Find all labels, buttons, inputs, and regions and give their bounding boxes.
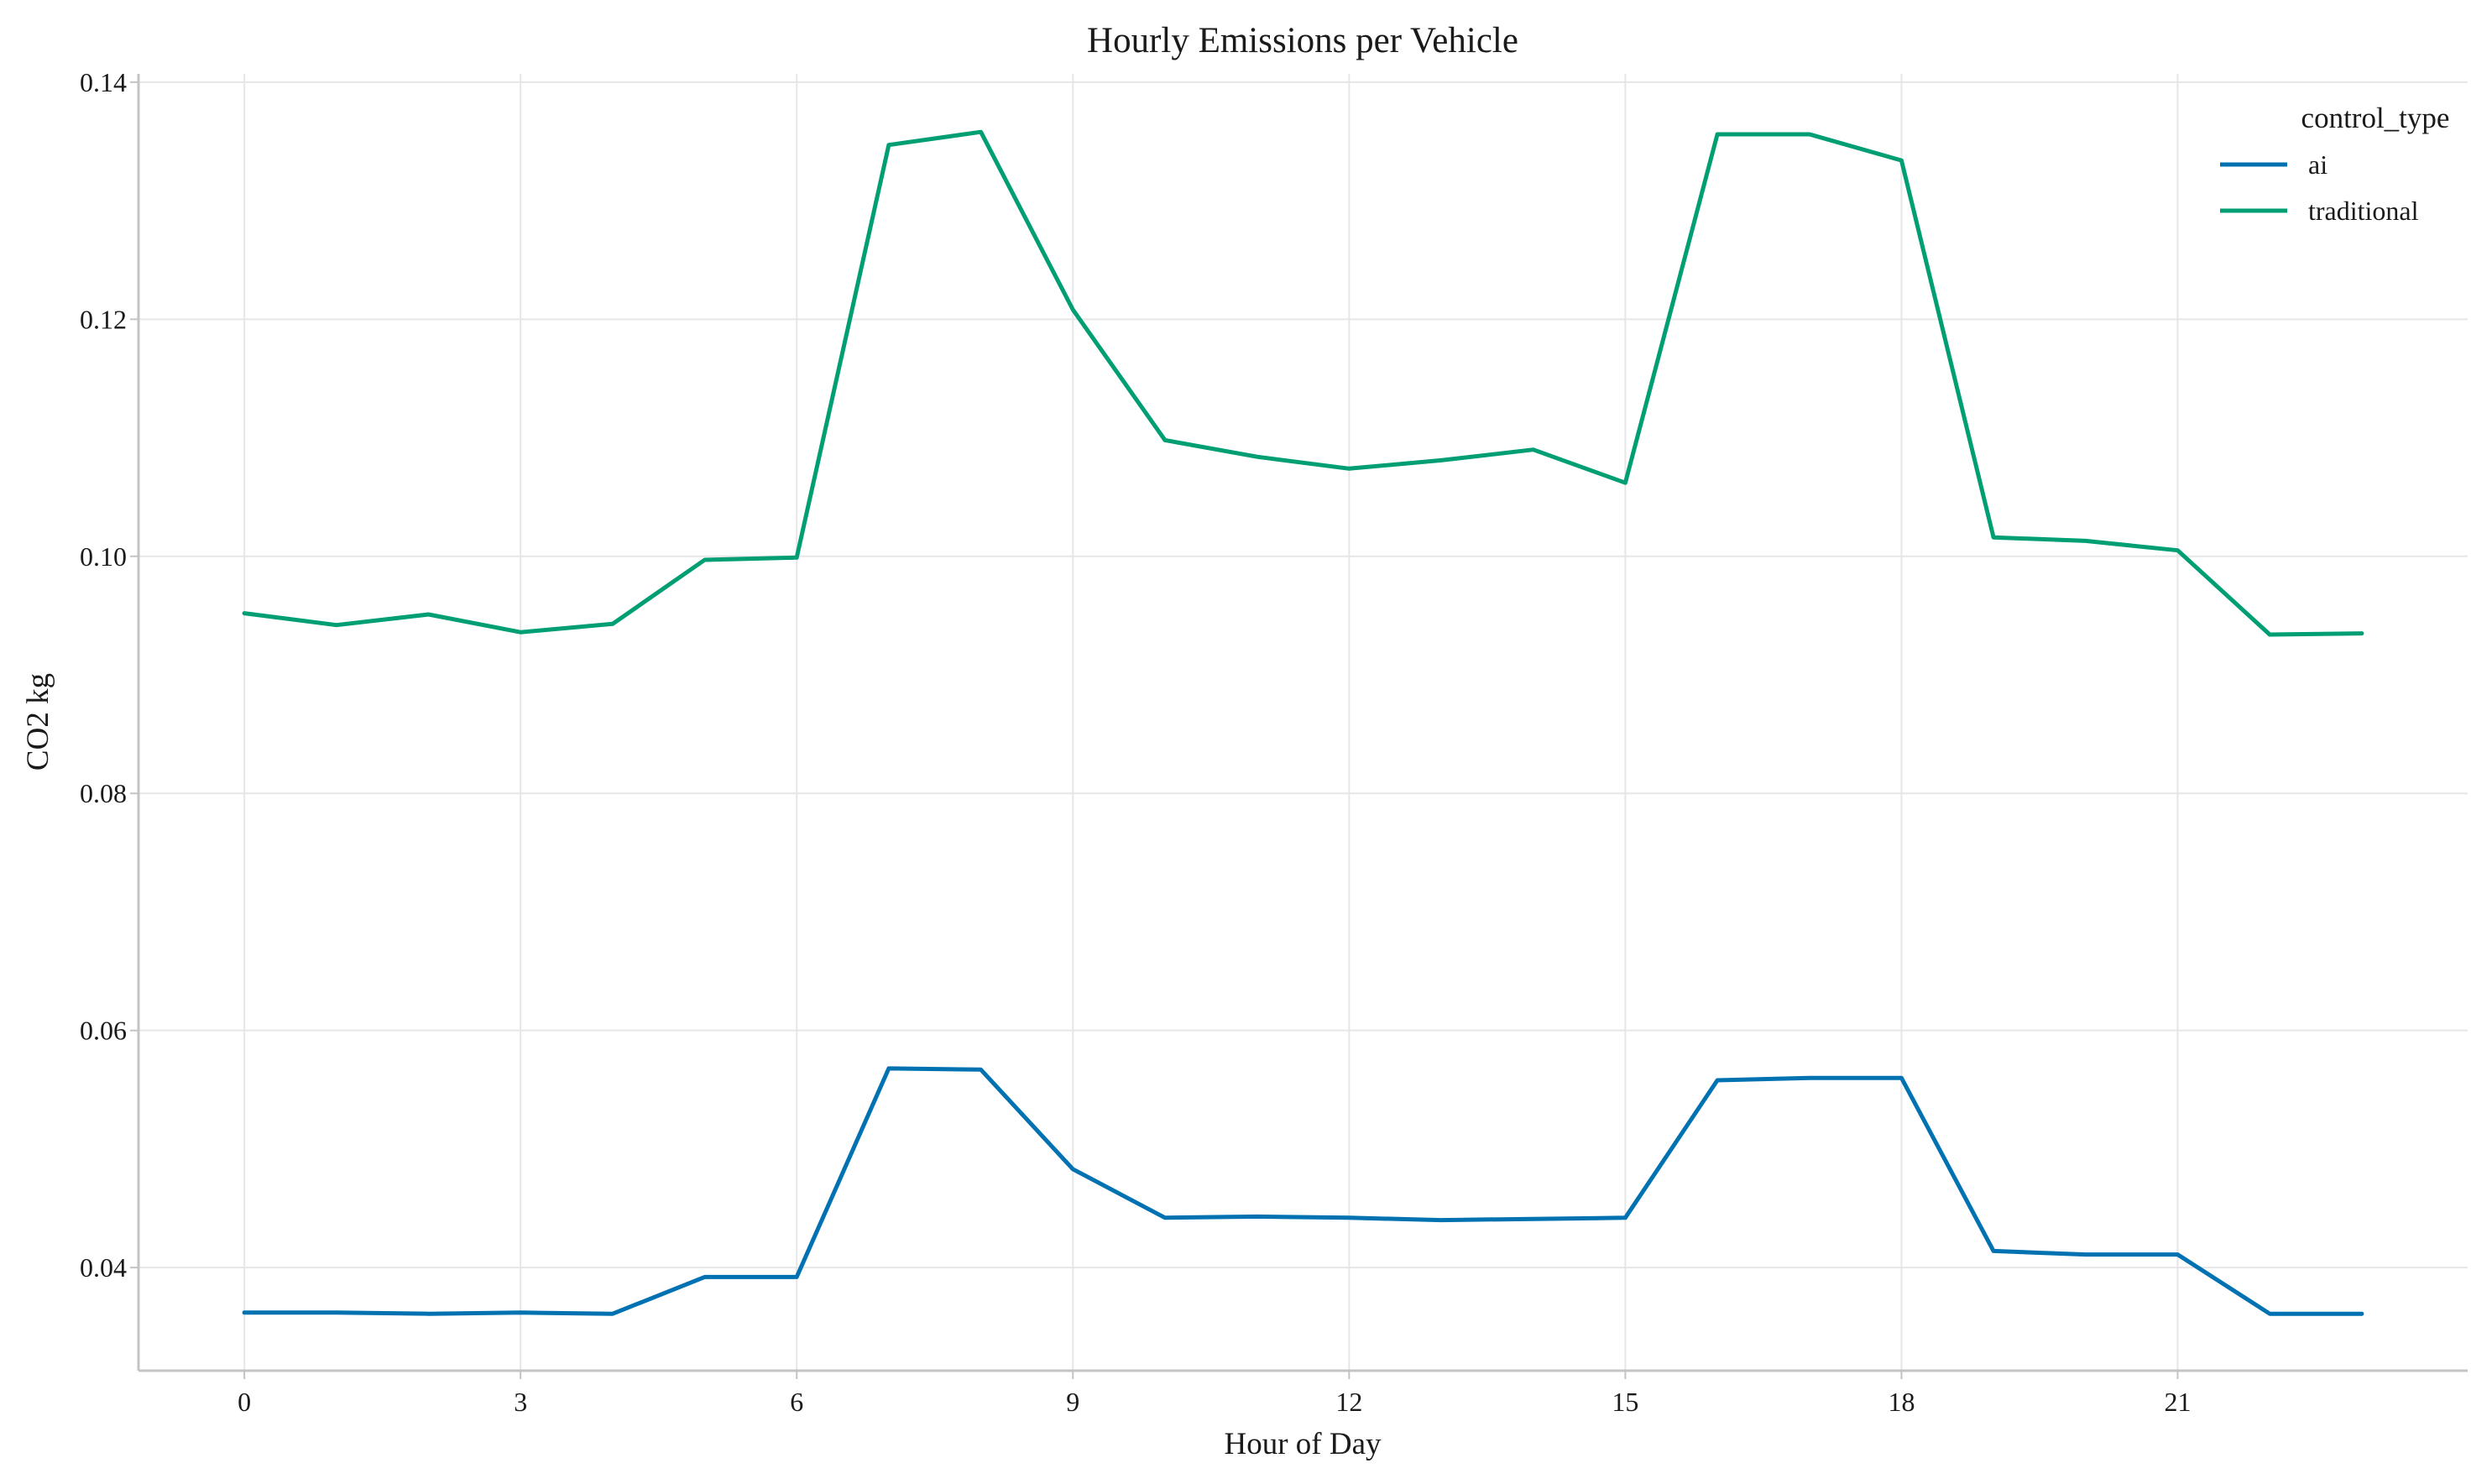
- y-tick-label: 0.10: [80, 541, 127, 572]
- series-line-traditional: [242, 129, 2364, 637]
- y-tick-label: 0.04: [80, 1252, 127, 1283]
- x-tick-label: 3: [514, 1387, 527, 1417]
- y-tick-label: 0.12: [80, 304, 127, 334]
- y-axis-title: CO2 kg: [21, 673, 55, 771]
- y-tick-label: 0.06: [80, 1016, 127, 1046]
- x-tick-label: 21: [2164, 1387, 2191, 1417]
- x-axis-title: Hour of Day: [1224, 1427, 1382, 1461]
- series-lines: [242, 129, 2364, 1316]
- x-tick-label: 0: [238, 1387, 251, 1417]
- chart-title: Hourly Emissions per Vehicle: [1087, 21, 1518, 60]
- x-gridlines: [243, 74, 2179, 1371]
- y-axis-ticks: 0.04 0.06 0.08 0.10 0.12 0.14: [80, 67, 138, 1283]
- y-tick-label: 0.14: [80, 67, 127, 97]
- y-tick-label: 0.08: [80, 778, 127, 808]
- x-tick-label: 18: [1888, 1387, 1915, 1417]
- legend-label-traditional: traditional: [2308, 196, 2419, 226]
- x-tick-label: 15: [1612, 1387, 1638, 1417]
- x-axis-ticks: 0 3 6 9 12 15 18 21: [238, 1371, 2191, 1417]
- x-tick-label: 12: [1335, 1387, 1362, 1417]
- x-tick-label: 9: [1066, 1387, 1079, 1417]
- y-gridlines: [138, 81, 2468, 1269]
- x-tick-label: 6: [790, 1387, 803, 1417]
- series-line-ai: [242, 1066, 2364, 1316]
- legend-label-ai: ai: [2308, 149, 2327, 180]
- legend-title: control_type: [2301, 102, 2450, 134]
- legend: control_type ai traditional: [2220, 102, 2449, 226]
